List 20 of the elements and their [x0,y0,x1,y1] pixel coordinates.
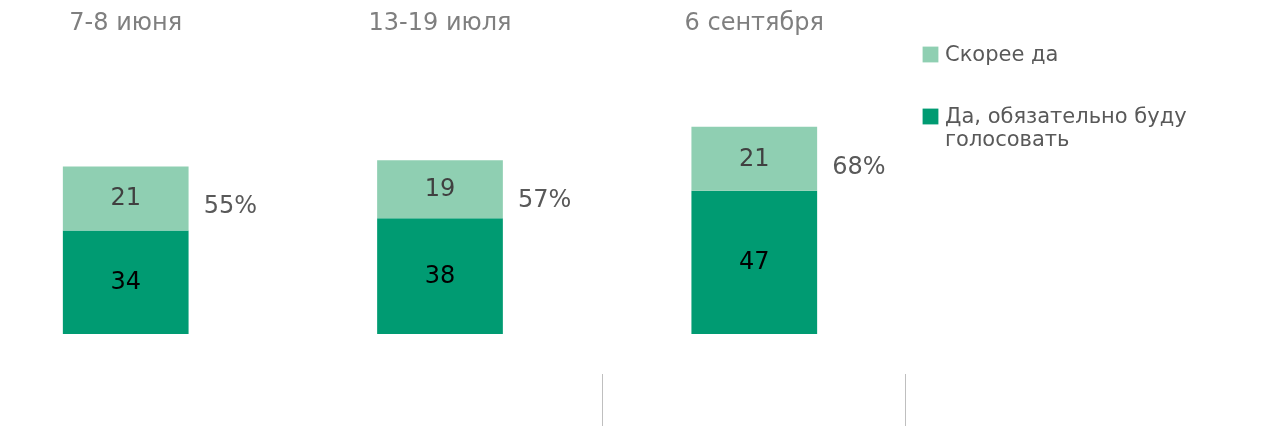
bar [691,190,818,334]
x-tick-label: 13-19 июля [368,7,512,36]
legend-label: Скорее да [945,41,1059,66]
x-tick-label: 7-8 июня [69,7,183,36]
data-label: 21 [739,143,770,172]
total-label: 57% [518,185,572,214]
total-label: 55% [203,191,258,220]
data-label: 34 [110,267,141,296]
data-label: 19 [424,174,456,203]
data-label: 38 [424,261,456,290]
bar [377,160,503,219]
x-tick-label: 6 сентября [684,7,825,36]
bar [62,166,189,231]
bar [691,126,818,191]
data-label: 21 [110,183,141,212]
bar [377,218,503,334]
total-label: 68% [832,151,886,180]
legend-label: Да, обязательно буду голосовать [945,103,1187,151]
data-label: 47 [739,247,770,276]
bar [62,230,189,334]
